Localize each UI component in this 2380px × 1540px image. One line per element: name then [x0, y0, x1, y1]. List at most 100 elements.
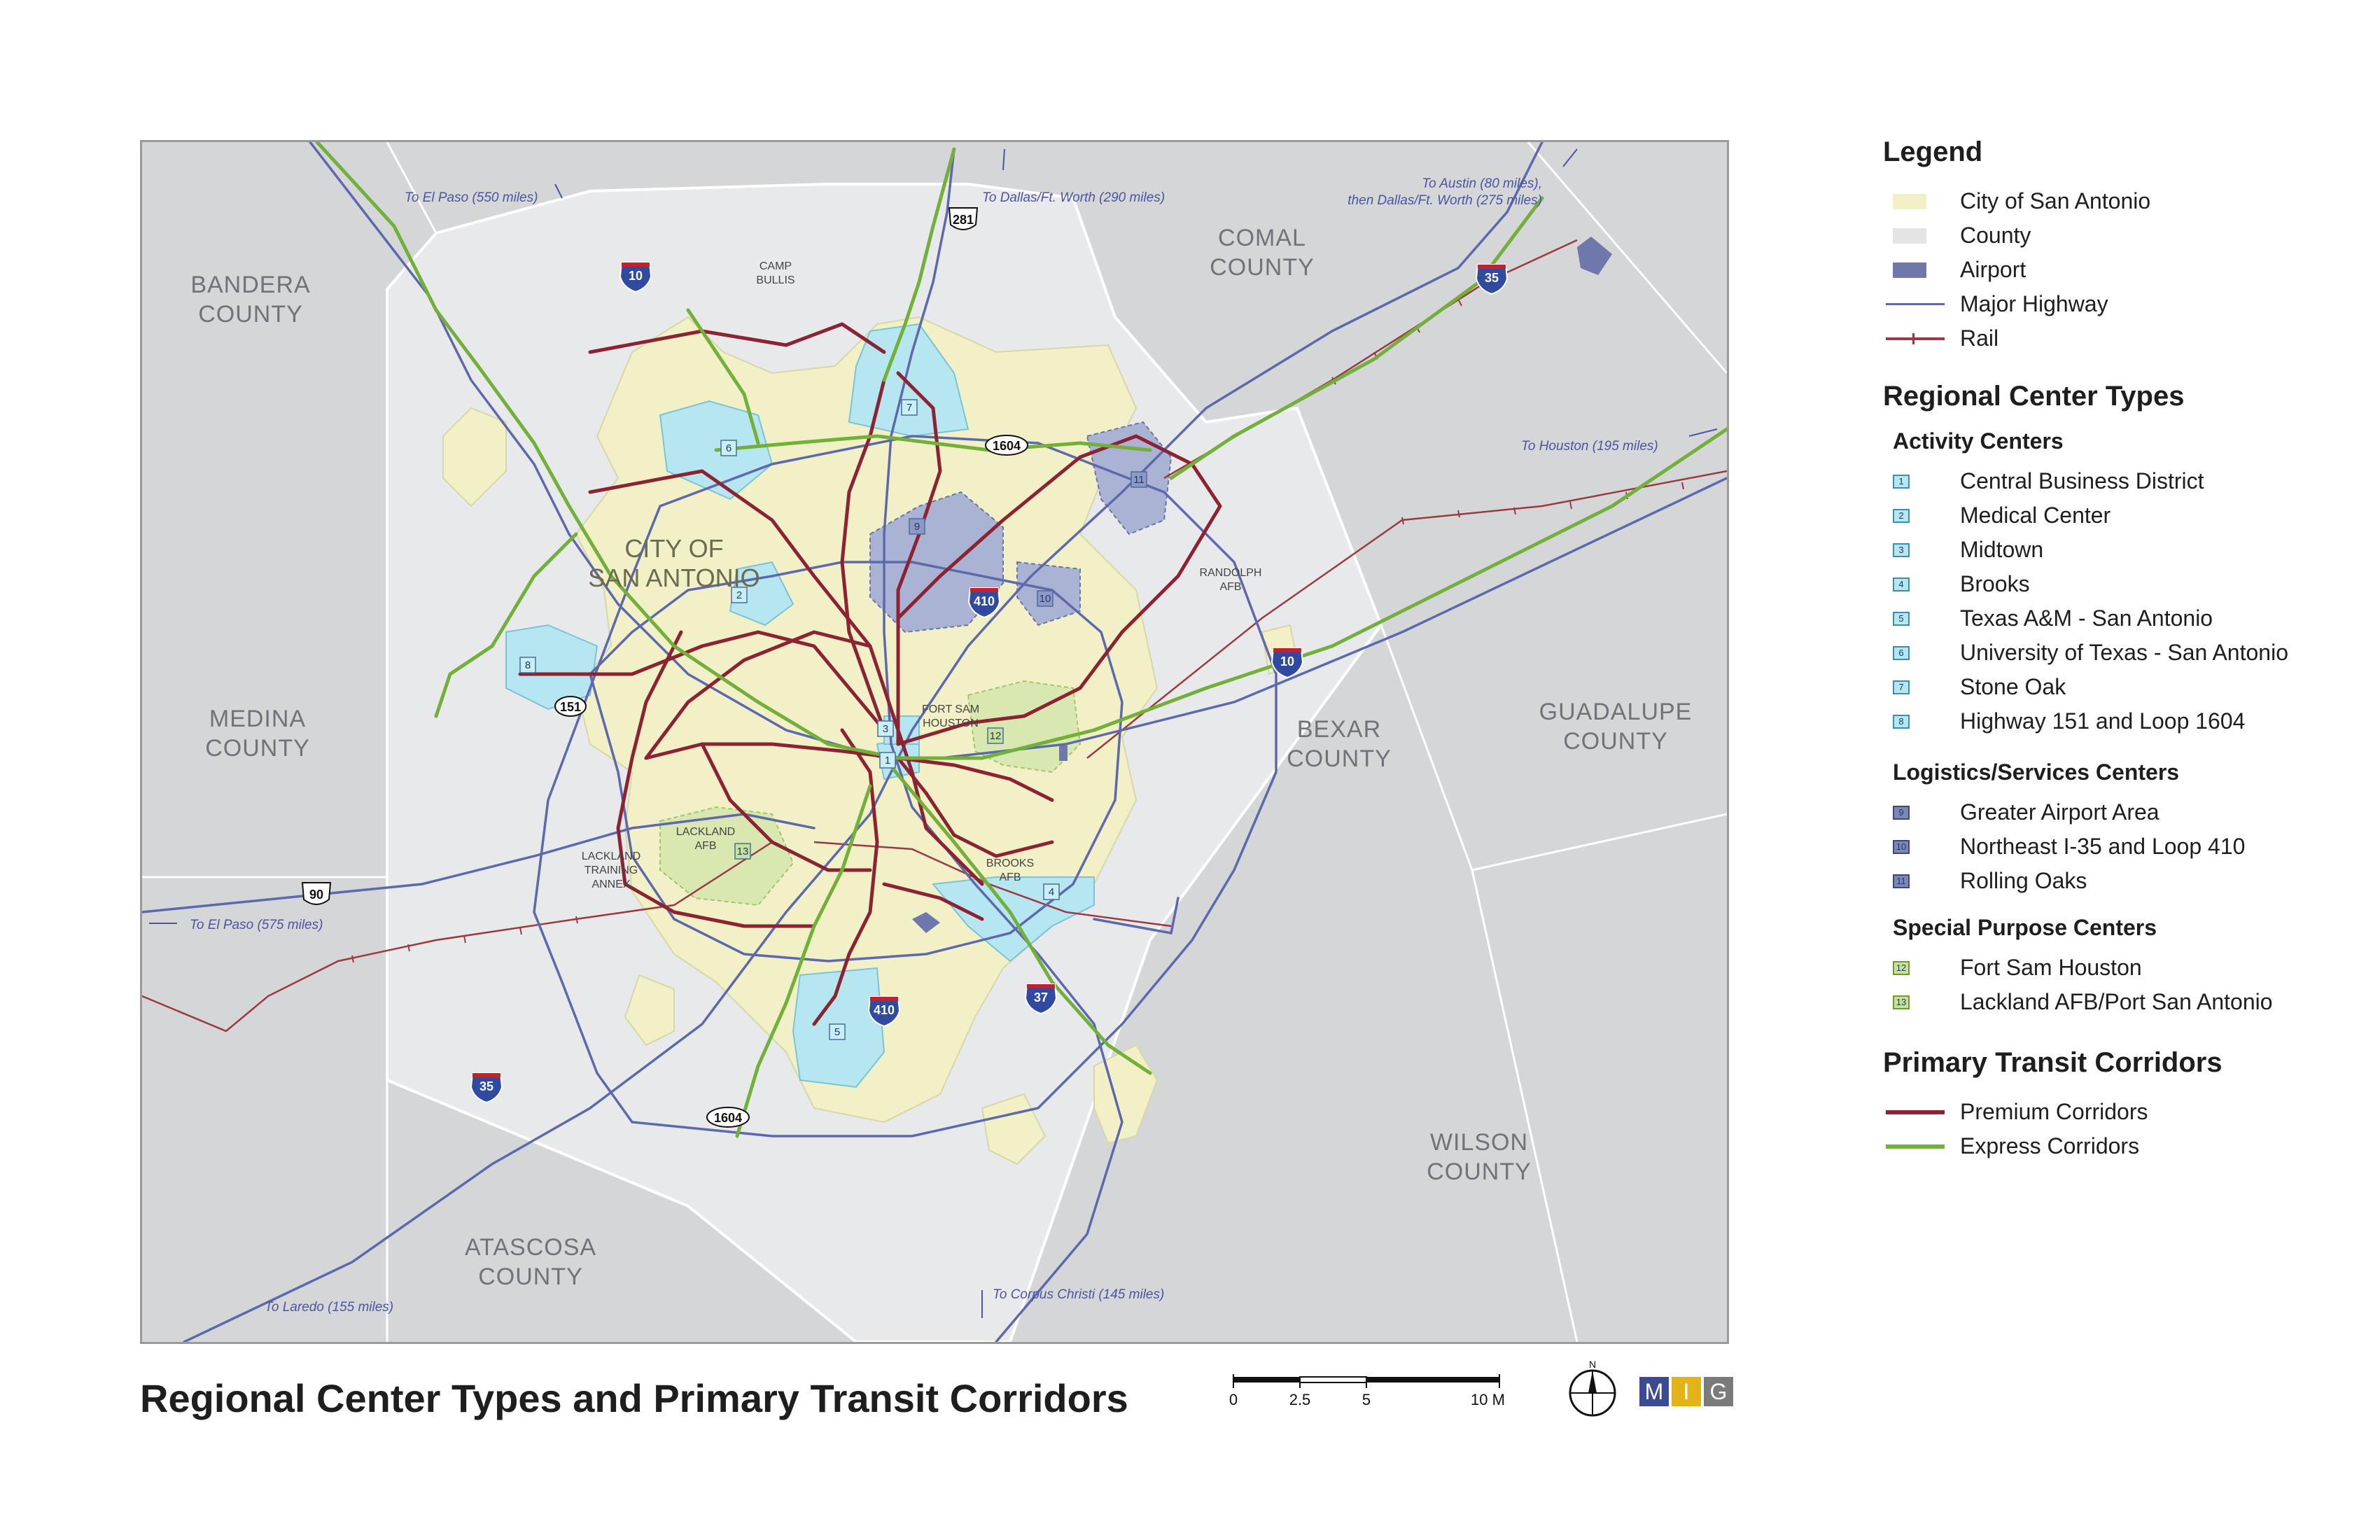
shield-number: 90: [309, 888, 323, 902]
shield-number: 410: [974, 594, 995, 608]
shield-number: 151: [560, 700, 581, 714]
legend-corridor-1: Express Corridors: [1883, 1129, 2331, 1163]
center-number: 9: [914, 521, 920, 533]
center-marker-9: 9: [909, 518, 925, 535]
place-label-lackland-afb: LACKLAND AFB: [676, 826, 735, 852]
center-marker-10: 10: [1037, 590, 1054, 607]
legend-corridor-1-label: Express Corridors: [1960, 1133, 2140, 1158]
center-number: 5: [834, 1026, 840, 1038]
legend-center-1-label: Central Business District: [1960, 468, 2204, 493]
legend-center-number: 3: [1893, 543, 1910, 557]
mig-logo: M I G: [1639, 1377, 1736, 1406]
center-marker-7: 7: [901, 399, 918, 416]
dest-label-corpus-christi: To Corpus Christi (145 miles): [993, 1287, 1164, 1302]
legend-center-2-label: Medical Center: [1960, 503, 2111, 528]
legend-center-number: 7: [1893, 680, 1910, 694]
rail-tick-icon: [1912, 333, 1914, 344]
shield-i37-icon: 37: [1024, 983, 1058, 1015]
logo-letter-m: M: [1639, 1377, 1669, 1406]
county-label-atascosa: ATASCOSA COUNTY: [465, 1234, 596, 1290]
legend-center-number: 6: [1893, 646, 1910, 660]
shield-number: 1604: [714, 1111, 742, 1125]
logistics-centers-title: Logistics/Services Centers: [1893, 760, 2180, 785]
legend-corridor-0-label: Premium Corridors: [1960, 1099, 2148, 1124]
shield-i35-northeast-icon: 35: [1475, 264, 1508, 295]
dest-label-el-paso-west: To El Paso (575 miles): [190, 918, 323, 932]
legend-center-8: 8 Highway 151 and Loop 1604: [1883, 704, 2331, 738]
legend-center-3-label: Midtown: [1960, 537, 2044, 562]
center-marker-3: 3: [877, 720, 894, 737]
legend-swatch: [1893, 194, 1926, 209]
center-marker-12: 12: [987, 727, 1004, 744]
center-types-title: Regional Center Types: [1883, 381, 2185, 412]
legend-swatch: [1886, 1110, 1945, 1114]
legend-center-1: 1 Central Business District: [1883, 464, 2331, 498]
legend-swatch: [1886, 337, 1945, 340]
legend-center-12-label: Fort Sam Houston: [1960, 955, 2142, 980]
center-marker-11: 11: [1130, 471, 1147, 488]
north-label: N: [1589, 1359, 1596, 1370]
legend-center-number: 9: [1893, 806, 1910, 820]
legend-center-number: 2: [1893, 509, 1910, 523]
destination-arrow-icon: [1688, 428, 1718, 437]
legend-corridor-items: Premium Corridors Express Corridors: [1883, 1095, 2331, 1163]
airports: [912, 237, 1612, 933]
legend-swatch: [1893, 228, 1926, 244]
shield-number: 35: [1485, 271, 1499, 285]
legend-item-0: City of San Antonio: [1883, 184, 2331, 218]
destination-arrow-icon: [554, 183, 563, 199]
legend-title: Legend: [1883, 136, 1983, 167]
center-marker-6: 6: [720, 440, 737, 456]
legend-center-6-label: University of Texas - San Antonio: [1960, 640, 2288, 665]
legend-center-number: 4: [1893, 578, 1910, 592]
center-number: 4: [1049, 886, 1054, 898]
legend-center-10: 10 Northeast I-35 and Loop 410: [1883, 830, 2331, 864]
scale-tick-label: 5: [1362, 1391, 1371, 1408]
place-label-brooks-afb: BROOKS AFB: [986, 858, 1034, 883]
place-label-lackland-training-annex: LACKLAND TRAINING ANNEX: [582, 850, 640, 890]
legend-activity-items: 1 Central Business District 2 Medical Cente…: [1883, 464, 2331, 738]
legend-item-3-label: Major Highway: [1960, 291, 2108, 316]
legend-item-2: Airport: [1883, 253, 2331, 287]
legend-center-8-label: Highway 151 and Loop 1604: [1960, 708, 2246, 734]
express-corridors: [315, 142, 1727, 1138]
legend-center-7: 7 Stone Oak: [1883, 670, 2331, 704]
legend-corridor-0: Premium Corridors: [1883, 1095, 2331, 1129]
dest-label-austin: To Austin (80 miles), then Dallas/Ft. Wor…: [1348, 176, 1542, 208]
legend-swatch: [1886, 1144, 1945, 1149]
legend-center-9-label: Greater Airport Area: [1960, 799, 2160, 825]
legend-center-11-label: Rolling Oaks: [1960, 868, 2087, 893]
legend-center-6: 6 University of Texas - San Antonio: [1883, 636, 2331, 670]
center-marker-8: 8: [519, 657, 536, 673]
center-number: 12: [990, 730, 1002, 742]
scale-bar: 0 2.5 5 10 Miles: [1225, 1368, 1528, 1418]
shield-number: 281: [953, 213, 974, 227]
shield-number: 10: [629, 269, 643, 283]
legend-center-number: 13: [1893, 995, 1910, 1009]
legend-center-4-label: Brooks: [1960, 571, 2030, 596]
shield-sh151-icon: 151: [554, 696, 587, 717]
shield-number: 10: [1280, 654, 1294, 668]
place-label-randolph-afb: RANDOLPH AFB: [1200, 567, 1262, 593]
scale-tick-label: 0: [1229, 1391, 1238, 1408]
center-marker-2: 2: [731, 587, 748, 603]
legend-center-5: 5 Texas A&M - San Antonio: [1883, 601, 2331, 636]
logo-letter-g: G: [1704, 1377, 1733, 1406]
destination-arrow-icon: [1002, 148, 1005, 171]
dest-label-houston: To Houston (195 miles): [1521, 439, 1658, 454]
county-label-guadalupe: GUADALUPE COUNTY: [1539, 699, 1693, 755]
place-label-camp-bullis: CAMP BULLIS: [756, 260, 794, 286]
dest-label-el-paso-north: To El Paso (550 miles): [405, 190, 538, 205]
legend-center-10-label: Northeast I-35 and Loop 410: [1960, 834, 2246, 859]
legend-center-13: 13 Lackland AFB/Port San Antonio: [1883, 985, 2331, 1019]
shield-i10-north-icon: 10: [619, 262, 652, 293]
legend-center-3: 3 Midtown: [1883, 533, 2331, 567]
center-number: 11: [1133, 474, 1144, 486]
destination-arrow-icon: [1562, 148, 1578, 167]
shield-us281-icon: 281: [948, 207, 979, 230]
legend-swatch: [1893, 262, 1926, 278]
center-number: 2: [736, 589, 742, 601]
shield-us90-icon: 90: [301, 882, 332, 905]
center-marker-1: 1: [879, 752, 896, 769]
activity-centers-title: Activity Centers: [1893, 428, 2064, 454]
